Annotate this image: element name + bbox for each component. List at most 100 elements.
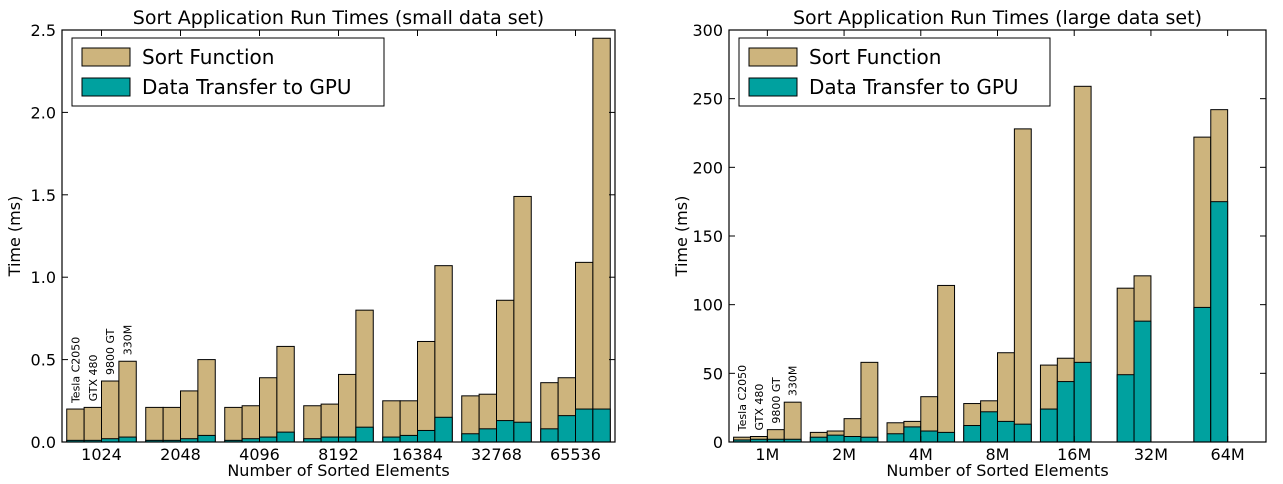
x-tick-label: 16M	[1057, 445, 1091, 464]
data-transfer-bar	[843, 436, 862, 443]
y-tick-label: 1.0	[31, 268, 56, 287]
data-transfer-bar	[860, 436, 879, 443]
sort-function-bar	[83, 406, 103, 443]
sort-function-bar	[180, 390, 199, 443]
legend-swatch	[748, 47, 798, 67]
x-tick-label: 16384	[392, 445, 443, 464]
data-transfer-bar	[1056, 381, 1075, 443]
y-tick-label: 200	[692, 158, 723, 177]
data-transfer-bar	[259, 436, 278, 443]
chart-2: Sort Application Run Times (large data s…	[672, 7, 1267, 480]
sort-function-bar	[197, 359, 216, 443]
sort-function-bar	[355, 309, 374, 443]
sort-function-bar	[382, 400, 401, 443]
x-tick-label: 32M	[1134, 445, 1168, 464]
sort-function-bar	[101, 380, 120, 443]
gpu-label: 9800 GT	[104, 328, 117, 375]
y-tick-label: 1.5	[31, 186, 56, 205]
x-axis-label: Number of Sorted Elements	[227, 461, 449, 480]
plot-frame	[728, 29, 1267, 443]
data-transfer-bar	[1039, 408, 1058, 443]
data-transfer-bar	[496, 420, 515, 443]
data-transfer-bar	[320, 436, 339, 443]
data-transfer-bar	[997, 420, 1015, 443]
data-transfer-bar	[809, 436, 828, 443]
x-tick-label: 32768	[471, 445, 522, 464]
gpu-label: Tesla C2050	[69, 337, 82, 404]
data-transfer-bar	[540, 428, 559, 443]
data-transfer-bar	[118, 436, 137, 443]
data-transfer-bar	[338, 436, 357, 443]
x-tick-label: 2048	[160, 445, 201, 464]
y-tick-label: 0	[713, 433, 723, 452]
data-transfer-bar	[461, 433, 480, 443]
legend-swatch	[81, 77, 131, 97]
sort-function-bar	[303, 405, 322, 443]
y-tick-label: 0.0	[31, 433, 56, 452]
x-tick-label: 65536	[550, 445, 601, 464]
x-tick-label: 1024	[81, 445, 122, 464]
sort-function-bar	[937, 284, 956, 443]
x-tick-label: 64M	[1211, 445, 1245, 464]
data-transfer-bar	[963, 425, 982, 443]
y-tick-label: 50	[703, 364, 723, 383]
data-transfer-bar	[1116, 374, 1135, 443]
legend-swatch	[81, 47, 131, 67]
data-transfer-bar	[903, 426, 922, 443]
x-tick-label: 8M	[986, 445, 1010, 464]
data-transfer-bar	[513, 421, 532, 443]
data-transfer-bar	[1013, 423, 1032, 443]
data-transfer-bar	[826, 434, 845, 443]
y-axis-label: Time (ms)	[5, 196, 24, 278]
y-tick-label: 300	[692, 21, 723, 40]
legend-label: Sort Function	[809, 45, 941, 69]
sort-function-bar	[434, 265, 453, 443]
data-transfer-bar	[434, 416, 453, 443]
data-transfer-bar	[478, 428, 497, 443]
sort-function-bar	[241, 405, 260, 443]
sort-function-bar	[259, 377, 278, 443]
legend-swatch	[748, 77, 798, 97]
data-transfer-bar	[417, 429, 436, 443]
data-transfer-bar	[1133, 320, 1152, 443]
y-tick-label: 0.5	[31, 351, 56, 370]
gpu-label: Tesla C2050	[736, 365, 749, 432]
gpu-label: GTX 480	[753, 384, 766, 431]
chart-1: Sort Application Run Times (small data s…	[5, 7, 616, 480]
gpu-label: 330M	[122, 325, 135, 356]
sort-function-bar	[276, 345, 295, 443]
x-tick-label: 2M	[832, 445, 856, 464]
x-tick-label: 4M	[909, 445, 933, 464]
data-transfer-bar	[276, 431, 295, 443]
data-transfer-bar	[1193, 306, 1212, 443]
sort-function-bar	[66, 408, 85, 443]
sort-function-bar	[592, 37, 611, 443]
sort-function-bar	[513, 195, 532, 443]
data-transfer-bar	[592, 408, 611, 443]
legend-label: Sort Function	[142, 45, 274, 69]
data-transfer-bar	[920, 430, 939, 443]
data-transfer-bar	[575, 408, 594, 443]
sort-function-bar	[417, 340, 436, 443]
data-transfer-bar	[557, 415, 576, 443]
data-transfer-bar	[382, 436, 401, 443]
sort-function-bar	[1013, 128, 1032, 443]
data-transfer-bar	[197, 434, 216, 443]
sort-function-bar	[860, 361, 879, 443]
gpu-label: 9800 GT	[770, 377, 783, 424]
sort-function-bar	[320, 403, 339, 443]
x-tick-label: 8192	[318, 445, 359, 464]
y-tick-label: 2.0	[31, 103, 56, 122]
legend-label: Data Transfer to GPU	[142, 75, 352, 99]
legend-label: Data Transfer to GPU	[809, 75, 1019, 99]
sort-function-bar	[145, 406, 164, 443]
data-transfer-bar	[1073, 361, 1092, 443]
y-tick-label: 100	[692, 296, 723, 315]
x-axis-label: Number of Sorted Elements	[886, 461, 1108, 480]
gpu-label: 330M	[787, 366, 800, 397]
data-transfer-bar	[980, 411, 999, 443]
plot-frame	[61, 29, 616, 443]
data-transfer-bar	[886, 433, 905, 443]
x-tick-label: 4096	[239, 445, 280, 464]
data-transfer-bar	[1210, 201, 1229, 443]
